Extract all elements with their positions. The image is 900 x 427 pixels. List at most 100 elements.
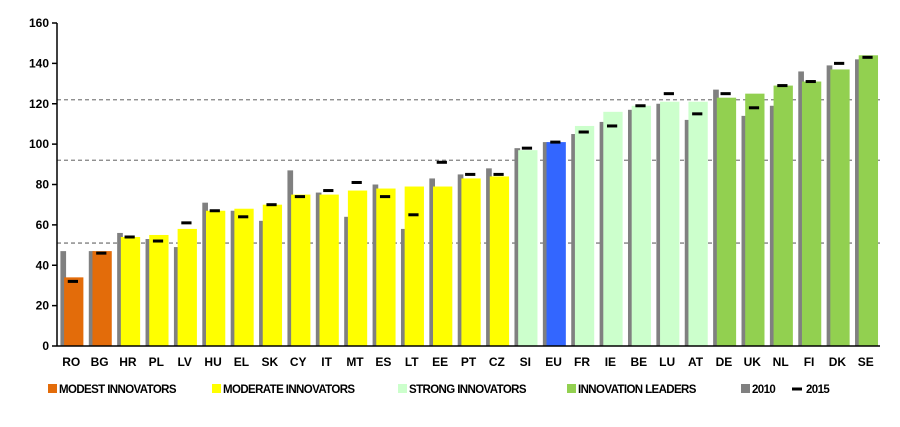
legend-label: 2010 [752,384,775,396]
x-tick-label: EU [545,355,562,369]
x-tick-label: IE [605,355,616,369]
marker-2015 [96,251,107,255]
marker-2015 [294,195,306,199]
marker-2015 [238,215,249,219]
x-tick-label: CZ [489,355,505,369]
marker-2015 [436,160,447,164]
bar-2010 [287,170,294,346]
legend-swatch [741,384,750,393]
x-tick-label: LT [405,355,419,369]
bar-2010 [684,119,691,347]
x-tick-label: PL [149,355,164,369]
bar-bg [92,251,112,346]
bar-el [234,208,254,346]
bar-2010 [315,192,322,346]
bar-2010 [117,232,123,346]
legend-swatch [212,384,221,393]
bar-hr [120,236,141,346]
x-tick-label: IT [321,355,332,369]
bar-be [631,105,651,346]
x-ticks: RO BG HR PL LV HU EL SK CY IT MT ES LT EE PT CZ SI EU FR IE… [62,355,874,369]
y-tick-label: 160 [29,16,49,30]
bar-eu [546,142,566,346]
x-tick-label: AT [688,355,704,369]
x-tick-label: DK [829,355,847,369]
legend-label: MODERATE INNOVATORS [223,384,355,396]
bar-2010 [259,220,265,346]
bar-2010 [486,168,492,346]
bar-2010 [457,174,464,346]
bar-sk [262,204,283,346]
bar-2010 [627,109,634,347]
bar-2010 [769,105,776,346]
bar-cz [489,176,510,346]
x-tick-label: SK [262,355,279,369]
marker-2015 [606,124,618,128]
bar-2010 [571,134,577,346]
x-tick-label: LV [177,355,191,369]
bar-de [716,97,737,346]
bar-2010 [855,59,861,347]
x-tick-label: SI [520,355,531,369]
legend-label: STRONG INNOVATORS [409,384,527,396]
x-tick-label: NL [773,355,789,369]
legend-label: INNOVATION LEADERS [578,384,697,396]
marker-2015 [408,213,419,217]
x-tick-label: FR [574,355,590,369]
marker-2015 [663,92,674,96]
marker-2015 [777,84,788,88]
marker-2015 [550,140,561,144]
marker-2015 [67,279,79,283]
bar-pt [461,178,481,346]
bar-2010 [88,251,95,346]
bar-2010 [656,103,663,346]
bar-2010 [514,148,521,346]
bar-2010 [741,115,748,346]
bar-2010 [400,228,407,346]
x-tick-label: ES [375,355,391,369]
bar-mt [347,190,368,346]
legend-label: 2015 [806,384,830,396]
y-tick-label: 120 [29,97,49,111]
bar-it [319,194,339,346]
legend-swatch [48,384,57,393]
y-tick-label: 100 [29,137,49,151]
y-ticks: 0 20 40 60 80 100 120 140 160 [29,16,57,353]
bar-lu [660,101,680,346]
marker-2015 [805,80,816,84]
x-tick-label: PT [461,355,477,369]
bar-fr [574,125,595,346]
legend-swatch [567,384,576,393]
bar-2010 [372,184,379,346]
x-tick-label: HR [119,355,137,369]
bar-2010 [344,216,350,346]
legend-swatch [398,384,407,393]
x-tick-label: BG [91,355,109,369]
bar-lv [177,228,197,346]
bar-ro [64,277,84,346]
x-tick-label: MT [346,355,364,369]
marker-2015 [465,172,476,176]
bar-cy [291,194,311,346]
marker-2015 [834,61,845,65]
marker-2015 [521,146,533,150]
y-tick-label: 40 [36,258,50,272]
bar-si [518,150,538,346]
marker-2015 [379,195,391,199]
x-tick-label: SE [858,355,874,369]
x-tick-label: BE [630,355,647,369]
bar-lt [404,186,424,346]
bar-2010 [230,210,237,346]
marker-2015 [720,92,731,96]
bar-2010 [713,89,719,347]
marker-2015 [266,203,277,207]
x-tick-label: CY [290,355,307,369]
bar-2010 [542,142,549,346]
bar-ie [603,111,623,346]
y-tick-label: 60 [36,218,50,232]
x-tick-label: LU [659,355,675,369]
bar-2010 [826,65,833,347]
marker-2015 [181,221,192,225]
bar-fi [801,81,822,346]
